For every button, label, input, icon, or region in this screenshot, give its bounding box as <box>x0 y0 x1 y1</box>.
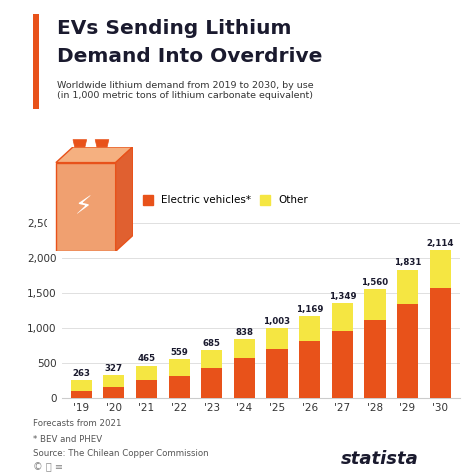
Text: 685: 685 <box>203 339 221 348</box>
Text: Worldwide lithium demand from 2019 to 2030, by use
(in 1,000 metric tons of lith: Worldwide lithium demand from 2019 to 20… <box>57 81 313 100</box>
Text: Demand Into Overdrive: Demand Into Overdrive <box>57 47 322 66</box>
Text: 2,114: 2,114 <box>427 238 454 247</box>
Bar <box>136 365 157 381</box>
Text: EVs Sending Lithium: EVs Sending Lithium <box>57 19 292 38</box>
Text: 1,003: 1,003 <box>264 317 291 326</box>
Bar <box>234 358 255 398</box>
Bar <box>365 289 385 320</box>
Bar <box>266 328 288 349</box>
Text: 263: 263 <box>72 369 90 378</box>
Text: 838: 838 <box>236 328 254 337</box>
Text: 327: 327 <box>105 364 123 373</box>
Bar <box>103 375 125 387</box>
Bar <box>103 387 125 398</box>
Bar <box>71 380 92 391</box>
Text: * BEV and PHEV: * BEV and PHEV <box>33 435 102 444</box>
Legend: Electric vehicles*, Other: Electric vehicles*, Other <box>138 191 312 210</box>
Bar <box>299 316 320 341</box>
Polygon shape <box>116 147 133 251</box>
Bar <box>266 349 288 398</box>
Bar <box>234 339 255 358</box>
Bar <box>299 341 320 398</box>
Bar <box>71 391 92 398</box>
Bar <box>429 288 451 398</box>
Text: Source: The Chilean Copper Commission: Source: The Chilean Copper Commission <box>33 449 209 458</box>
Bar <box>332 303 353 331</box>
Polygon shape <box>95 140 109 147</box>
Bar <box>201 368 222 398</box>
Text: © ⓘ ≡: © ⓘ ≡ <box>33 462 63 472</box>
Bar <box>168 359 190 376</box>
Text: 1,169: 1,169 <box>296 305 323 314</box>
Text: 559: 559 <box>170 348 188 357</box>
Polygon shape <box>56 147 133 163</box>
Bar <box>397 304 418 398</box>
Text: statista: statista <box>341 450 419 468</box>
Text: 1,560: 1,560 <box>361 277 389 286</box>
Bar <box>332 331 353 398</box>
Bar <box>201 350 222 368</box>
Bar <box>397 270 418 304</box>
Bar <box>136 381 157 398</box>
Text: ⚡: ⚡ <box>74 195 92 219</box>
Polygon shape <box>56 163 116 251</box>
Bar <box>429 250 451 288</box>
Polygon shape <box>73 140 87 147</box>
Bar <box>365 320 385 398</box>
Text: Forecasts from 2021: Forecasts from 2021 <box>33 419 122 428</box>
Bar <box>168 376 190 398</box>
Text: 1,349: 1,349 <box>328 292 356 301</box>
Text: 465: 465 <box>137 355 155 364</box>
Text: 1,831: 1,831 <box>394 258 421 267</box>
